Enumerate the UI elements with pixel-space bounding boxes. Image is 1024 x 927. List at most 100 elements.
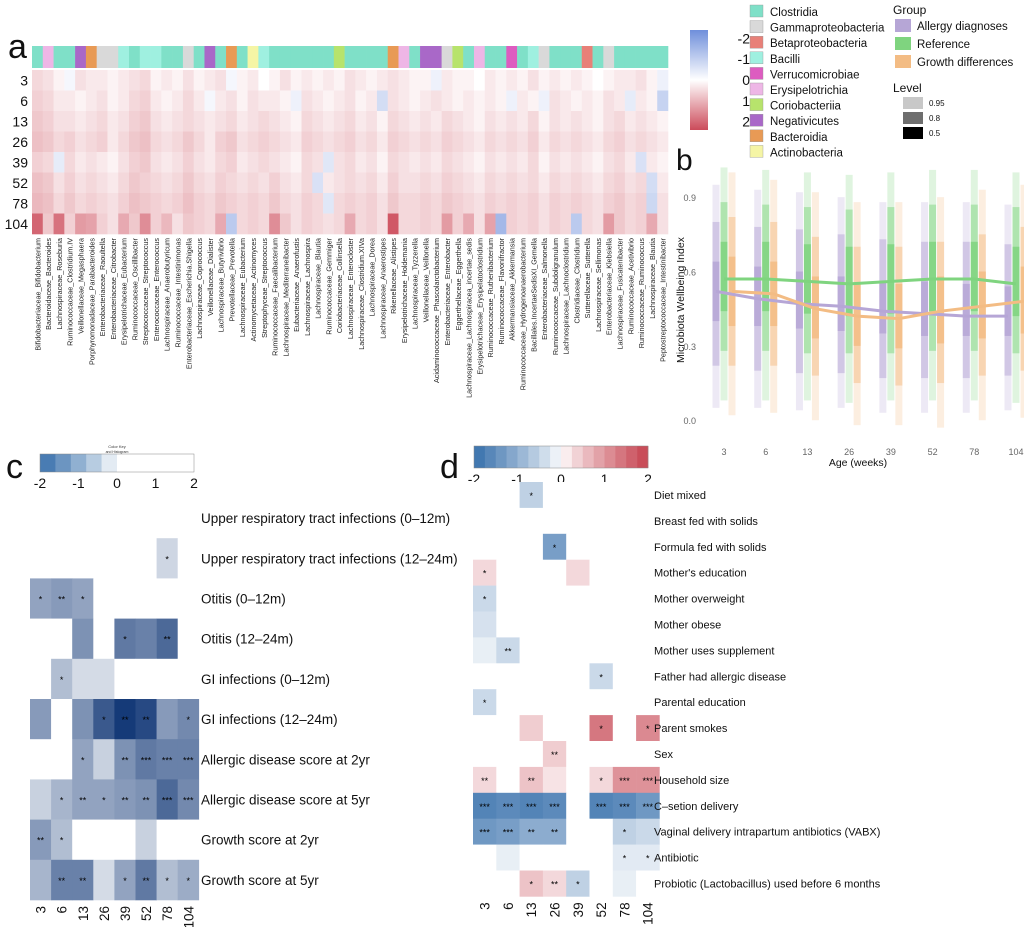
heatmap-cell (333, 90, 345, 112)
heatmap-cell (566, 482, 590, 509)
heatmap-cell (496, 611, 520, 638)
x-tick-label: 104 (1008, 447, 1023, 457)
heatmap-cell (473, 111, 486, 132)
heatmap-cell (204, 193, 216, 214)
heatmap-cell (247, 213, 259, 235)
heatmap-cell (635, 213, 647, 235)
heatmap-cell (236, 111, 248, 132)
heatmap-cell (409, 111, 421, 132)
row-label: GI infections (12–24m) (201, 712, 338, 727)
class-bar-cell (376, 46, 389, 68)
heatmap-cell (473, 152, 486, 173)
heatmap-cell (204, 152, 216, 173)
heatmap-cell (430, 111, 442, 132)
heatmap-cell (85, 193, 97, 214)
heatmap-cell (177, 819, 200, 861)
row-label: Mother obese (654, 619, 721, 631)
colorbar-frame (39, 453, 195, 473)
y-tick-label: 0.9 (683, 193, 696, 203)
significance-stars: * (599, 724, 603, 734)
heatmap-cell (519, 637, 544, 664)
heatmap-cell (589, 585, 614, 612)
heatmap-cell (592, 152, 604, 173)
class-bar-cell (226, 46, 238, 68)
heatmap-cell (506, 193, 518, 214)
significance-stars: *** (642, 802, 653, 812)
column-label: Enterobacteriaceae_Klebsiella (605, 238, 614, 335)
class-bar-cell (657, 46, 669, 68)
heatmap-cell (118, 131, 130, 153)
heatmap-cell (612, 870, 637, 897)
heatmap-cell (636, 611, 660, 638)
heatmap-cell (484, 111, 496, 132)
class-bar-cell (549, 46, 561, 68)
heatmap-cell (420, 131, 432, 153)
heatmap-cell (258, 193, 270, 214)
heatmap-cell (333, 152, 345, 173)
heatmap-cell (430, 172, 442, 194)
heatmap-cell (290, 70, 302, 91)
heatmap-cell (150, 172, 162, 194)
heatmap-cell (114, 618, 136, 660)
heatmap-cell (549, 193, 561, 214)
row-label: Diet mixed (654, 490, 706, 502)
heatmap-cell (215, 193, 227, 214)
heatmap-cell (118, 90, 130, 112)
class-bar-cell (409, 46, 421, 68)
significance-stars: ** (79, 796, 87, 806)
significance-stars: * (599, 672, 603, 682)
heatmap-cell (156, 498, 178, 539)
heatmap-cell (636, 533, 660, 560)
row-label: Probiotic (Lactobacillus) used before 6 … (654, 878, 881, 890)
column-label: Bifidobacteriaceae_Bifidobacterium (33, 238, 42, 351)
group-legend-label: Growth differences (917, 57, 1014, 69)
heatmap-cell (72, 739, 94, 780)
class-bar-cell (204, 46, 216, 68)
heatmap-cell (409, 193, 421, 214)
colorbar-tick: -1 (72, 475, 85, 491)
heatmap-cell (85, 152, 97, 173)
heatmap-cell (64, 111, 76, 132)
class-bar-cell (323, 46, 335, 68)
heatmap-cell (496, 663, 520, 690)
heatmap-cell (118, 193, 130, 214)
colorbar-step (550, 446, 562, 468)
colorbar-step (101, 454, 118, 472)
heatmap-cell (614, 70, 626, 91)
heatmap-cell (64, 90, 76, 112)
heatmap-cell (527, 131, 539, 153)
heatmap-cell (517, 111, 529, 132)
heatmap-cell (53, 90, 65, 112)
heatmap-cell (463, 213, 475, 235)
group-legend-swatch (895, 19, 911, 32)
heatmap-cell (53, 131, 65, 153)
heatmap-cell (495, 213, 507, 235)
class-bar-cell (172, 46, 184, 68)
heatmap-cell (657, 193, 669, 214)
significance-stars: ** (551, 750, 559, 760)
heatmap-cell (506, 213, 518, 235)
heatmap-cell (96, 70, 108, 91)
heatmap-cell (53, 152, 65, 173)
class-bar-cell (538, 46, 550, 68)
heatmap-cell (114, 538, 136, 579)
heatmap-cell (387, 193, 399, 214)
column-label: 6 (55, 906, 70, 914)
column-label: 52 (594, 902, 609, 917)
heatmap-cell (542, 585, 567, 612)
column-label: Bacillales.IncertaeSedisXI_Gemella (529, 238, 538, 352)
heatmap-cell (135, 779, 157, 820)
heatmap-cell (409, 172, 421, 194)
heatmap-cell (215, 131, 227, 153)
heatmap-cell (114, 819, 136, 861)
heatmap-cell (75, 213, 87, 235)
heatmap-cell (646, 213, 658, 235)
heatmap-cell (484, 193, 496, 214)
heatmap-cell (42, 152, 54, 173)
heatmap-cell (624, 213, 636, 235)
colorbar-tick: 1 (742, 93, 750, 109)
heatmap-cell (30, 578, 52, 619)
class-bar-cell (85, 46, 97, 68)
y-tick-label: 0.6 (683, 268, 696, 278)
heatmap-cell (549, 213, 561, 235)
